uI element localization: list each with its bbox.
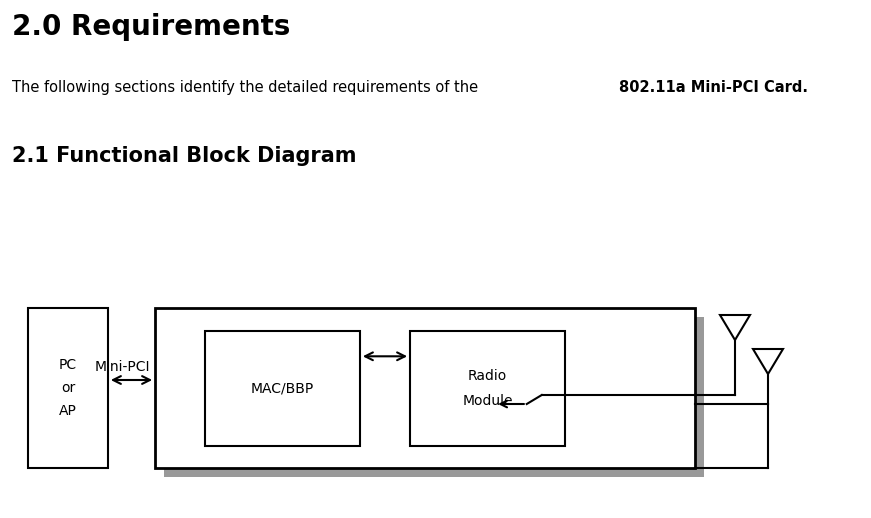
Polygon shape	[720, 315, 750, 340]
Text: Mini-PCI: Mini-PCI	[94, 360, 150, 374]
Bar	[205, 331, 360, 446]
Text: PC
or
AP: PC or AP	[59, 358, 77, 418]
Bar	[155, 308, 695, 468]
Text: Radio
Module: Radio Module	[463, 369, 513, 408]
Bar	[410, 331, 565, 446]
Bar	[28, 308, 108, 468]
Polygon shape	[753, 349, 783, 374]
Text: 802.11a Mini-PCI Card.: 802.11a Mini-PCI Card.	[619, 80, 808, 95]
Text: The following sections identify the detailed requirements of the: The following sections identify the deta…	[12, 80, 483, 95]
Text: 2.0 Requirements: 2.0 Requirements	[12, 13, 290, 41]
Text: 2.1 Functional Block Diagram: 2.1 Functional Block Diagram	[12, 146, 356, 166]
Text: MAC/BBP: MAC/BBP	[251, 381, 314, 396]
Bar	[164, 317, 704, 477]
